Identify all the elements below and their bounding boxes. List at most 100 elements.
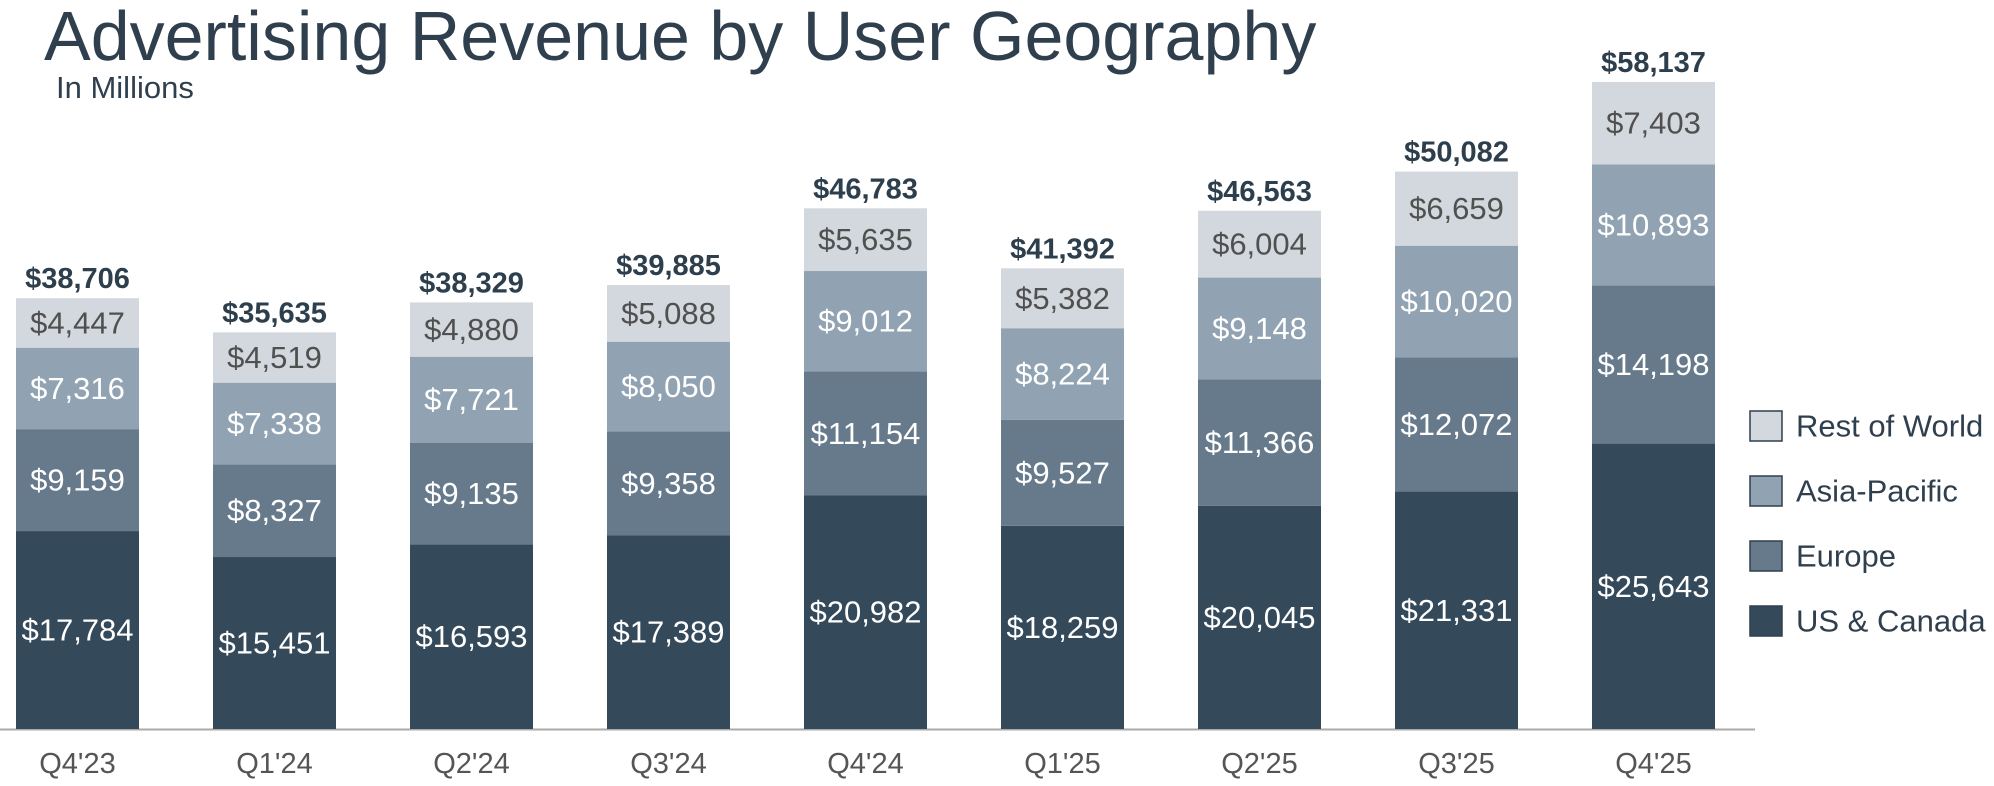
bar-segment-rest-of-world <box>804 208 927 272</box>
segment-value-label: $25,643 <box>1597 569 1709 604</box>
bar-segment-us-canada <box>16 531 139 729</box>
bar-segment-asia-pacific <box>213 382 336 465</box>
bar-segment-europe <box>1001 419 1124 526</box>
legend-label: Rest of World <box>1796 409 1983 444</box>
total-value-label: $41,392 <box>1010 233 1115 265</box>
segment-value-label: $14,198 <box>1597 347 1709 382</box>
x-tick-label: Q4'24 <box>827 748 903 780</box>
segment-value-label: $11,366 <box>1205 425 1315 460</box>
segment-value-label: $7,721 <box>424 382 519 417</box>
segment-value-label: $20,982 <box>809 595 921 630</box>
bar-segment-europe <box>1198 379 1321 506</box>
total-value-label: $38,329 <box>419 267 524 299</box>
bar-segment-rest-of-world <box>1001 268 1124 329</box>
segment-value-label: $18,259 <box>1006 610 1118 645</box>
total-value-label: $50,082 <box>1404 137 1509 169</box>
segment-value-label: $17,389 <box>612 615 724 650</box>
x-tick-label: Q2'24 <box>433 748 509 780</box>
segment-value-label: $10,020 <box>1400 284 1512 319</box>
segment-value-label: $9,358 <box>621 466 716 501</box>
segment-value-label: $7,338 <box>227 406 322 441</box>
total-value-label: $46,563 <box>1207 176 1312 208</box>
bar-segment-europe <box>607 431 730 536</box>
segment-value-label: $7,403 <box>1606 106 1701 141</box>
segment-value-label: $5,382 <box>1015 281 1110 316</box>
bar-segment-europe <box>410 442 533 545</box>
legend-swatch <box>1749 540 1783 572</box>
chart-title: Advertising Revenue by User Geography <box>44 0 1317 75</box>
bar-segment-asia-pacific <box>1198 277 1321 380</box>
legend-swatch <box>1749 605 1783 637</box>
bar-segment-asia-pacific <box>804 271 927 372</box>
legend-label: Europe <box>1796 539 1896 574</box>
segment-value-label: $7,316 <box>30 371 125 406</box>
bar-segment-asia-pacific <box>1001 328 1124 420</box>
bar-segment-us-canada <box>1395 491 1518 729</box>
legend-label: US & Canada <box>1796 604 1986 639</box>
bar-segment-rest-of-world <box>1592 81 1715 165</box>
segment-value-label: $5,088 <box>621 296 716 331</box>
segment-value-label: $4,447 <box>30 305 125 340</box>
total-value-label: $39,885 <box>616 250 721 282</box>
segment-value-label: $8,224 <box>1015 356 1110 391</box>
bar-segment-us-canada <box>213 557 336 729</box>
bar-segment-europe <box>16 429 139 532</box>
x-tick-label: Q2'25 <box>1221 748 1297 780</box>
total-value-label: $46,783 <box>813 173 918 205</box>
segment-value-label: $16,593 <box>415 619 527 654</box>
segment-value-label: $9,012 <box>818 304 913 339</box>
bar-segment-us-canada <box>1198 505 1321 729</box>
bar-segment-europe <box>213 464 336 558</box>
segment-value-label: $9,135 <box>424 476 519 511</box>
segment-value-label: $10,893 <box>1597 207 1709 242</box>
segment-value-label: $21,331 <box>1400 593 1512 628</box>
x-tick-label: Q1'24 <box>236 748 312 780</box>
x-tick-label: Q3'24 <box>630 748 706 780</box>
x-tick-label: Q3'25 <box>1418 748 1494 780</box>
x-tick-label: Q4'23 <box>39 748 115 780</box>
segment-value-label: $17,784 <box>21 613 133 648</box>
bar-segment-us-canada <box>410 544 533 729</box>
segment-value-label: $8,327 <box>227 493 322 528</box>
legend-label: Asia-Pacific <box>1796 474 1958 509</box>
segment-value-label: $6,659 <box>1409 191 1504 226</box>
bar-segment-asia-pacific <box>410 356 533 443</box>
bar-segment-asia-pacific <box>16 347 139 430</box>
segment-value-label: $4,880 <box>424 312 519 347</box>
segment-value-label: $6,004 <box>1212 227 1307 262</box>
segment-value-label: $15,451 <box>218 626 330 661</box>
bar-segment-asia-pacific <box>1395 245 1518 358</box>
legend-swatch <box>1749 410 1783 442</box>
bar-segment-asia-pacific <box>607 341 730 432</box>
chart-subtitle: In Millions <box>56 70 194 105</box>
bar-segment-rest-of-world <box>16 298 139 348</box>
segment-value-label: $12,072 <box>1400 407 1512 442</box>
total-value-label: $58,137 <box>1601 47 1706 79</box>
bar-segment-rest-of-world <box>607 285 730 342</box>
bar-segment-rest-of-world <box>1395 171 1518 246</box>
segment-value-label: $11,154 <box>811 416 921 451</box>
bar-segment-us-canada <box>607 535 730 729</box>
segment-value-label: $8,050 <box>621 369 716 404</box>
bar-segment-europe <box>1592 285 1715 444</box>
x-tick-label: Q4'25 <box>1615 748 1691 780</box>
segment-value-label: $20,045 <box>1203 600 1315 635</box>
total-value-label: $35,635 <box>222 297 327 329</box>
total-value-label: $38,706 <box>25 263 130 295</box>
segment-value-label: $9,159 <box>30 463 125 498</box>
bar-segment-us-canada <box>1001 525 1124 729</box>
x-tick-label: Q1'25 <box>1024 748 1100 780</box>
segment-value-label: $9,148 <box>1212 311 1307 346</box>
segment-value-label: $5,635 <box>818 222 913 257</box>
segment-value-label: $4,519 <box>227 340 322 375</box>
bar-segment-asia-pacific <box>1592 164 1715 286</box>
legend-swatch <box>1749 475 1783 507</box>
bar-segment-europe <box>804 371 927 496</box>
bar-segment-europe <box>1395 357 1518 492</box>
bar-segment-rest-of-world <box>1198 210 1321 278</box>
segment-value-label: $9,527 <box>1015 455 1110 490</box>
bar-segment-rest-of-world <box>213 332 336 383</box>
bar-segment-us-canada <box>804 495 927 729</box>
bar-segment-us-canada <box>1592 443 1715 729</box>
